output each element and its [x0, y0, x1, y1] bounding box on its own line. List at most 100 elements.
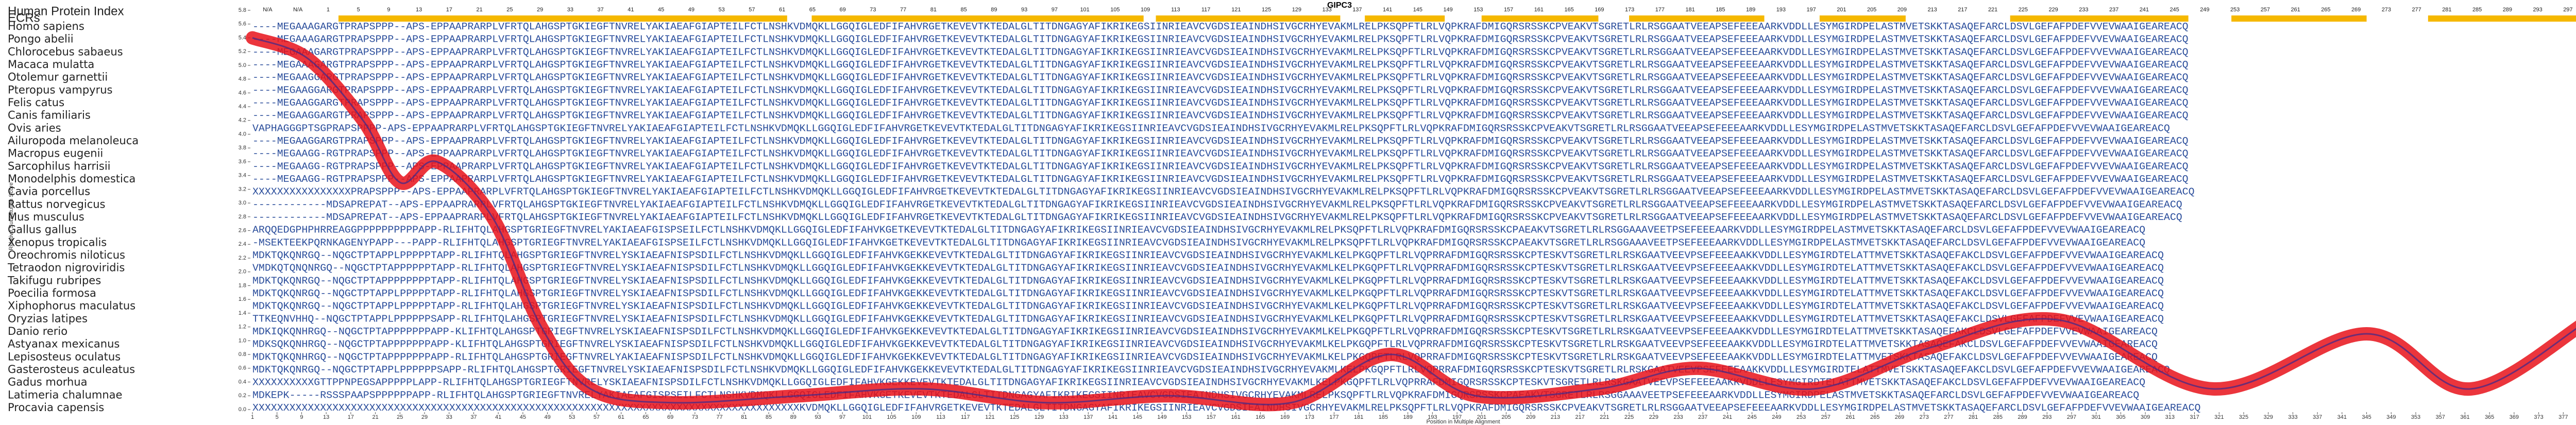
index-label: 5: [357, 7, 360, 13]
species-name: Cavia porcellus: [8, 185, 90, 198]
species-name: Ovis aries: [8, 122, 61, 134]
species-name: Gasterosteus aculeatus: [8, 363, 135, 376]
species-name: Sarcophilus harrisii: [8, 160, 111, 172]
index-label: 1: [327, 7, 330, 13]
x-tick-label: 217: [1575, 414, 1584, 420]
index-label: 257: [2261, 7, 2270, 13]
index-label: 89: [991, 7, 997, 13]
species-name: Rattus norvegicus: [8, 198, 106, 210]
index-label: 265: [2321, 7, 2330, 13]
x-tick-label: 329: [2264, 414, 2273, 420]
species-name: Astyanax mexicanus: [8, 338, 120, 350]
sequence: ----MEGAAAGARGTPRAPSPPP--APS-EPPAAPRARPL…: [252, 21, 2189, 32]
species-name: Mus musculus: [8, 211, 84, 223]
index-label: 277: [2412, 7, 2421, 13]
index-label: 281: [2442, 7, 2451, 13]
x-tick-label: 365: [2485, 414, 2494, 420]
species-name: Ailuropoda melanoleuca: [8, 134, 139, 147]
ecr-title: ECRs: [8, 11, 40, 25]
x-tick-label: 49: [544, 414, 550, 420]
x-tick-label: 149: [1157, 414, 1166, 420]
x-tick-label: 17: [348, 414, 354, 420]
sequence: ----MEGAAAGARGTPRAPSPPP--APS-EPPAAPRARPL…: [252, 34, 2189, 45]
index-label: 129: [1292, 7, 1301, 13]
ecr-bar: [338, 15, 787, 22]
ecr-bar: [1819, 15, 1906, 22]
x-tick-label: 189: [1403, 414, 1412, 420]
x-tick-label: 333: [2288, 414, 2297, 420]
x-tick-label: 9: [300, 414, 303, 420]
x-tick-label: 105: [887, 414, 896, 420]
y-tick-label: 0.4: [239, 379, 246, 385]
x-tick-label: 313: [2165, 414, 2175, 420]
x-tick-label: 85: [766, 414, 772, 420]
ecr-bar: [1629, 15, 1765, 22]
index-label: 21: [477, 7, 483, 13]
sequence: MDKTQKQNRGQ--NQGCTPTAPPPPPPPPTAPP-RLIFHT…: [252, 275, 2164, 286]
index-label: 217: [1958, 7, 1967, 13]
y-tick-label: 2.8: [239, 214, 246, 220]
sequence: MDKSQKQNHRGQ--NQGCTPTAPPPPPPPAPP-KLIFHTQ…: [252, 339, 2158, 350]
y-tick-label: 4.0: [239, 131, 246, 137]
index-label: 141: [1383, 7, 1392, 13]
x-tick-label: 265: [1870, 414, 1879, 420]
x-tick-label: 245: [1747, 414, 1756, 420]
index-label: 105: [1110, 7, 1120, 13]
index-label: 177: [1655, 7, 1665, 13]
species-name: Chlorocebus sabaeus: [8, 45, 123, 58]
y-tick-label: 3.4: [239, 173, 246, 179]
index-label: 101: [1080, 7, 1089, 13]
x-tick-label: 241: [1723, 414, 1732, 420]
species-name: Pteropus vampyrus: [8, 83, 113, 96]
species-name: Xenopus tropicalis: [8, 236, 107, 248]
sequence: ----MEGAAGG-RGTPRAPSPPP--APS-EPPAAPRARPL…: [252, 174, 2189, 185]
y-tick-label: 5.2: [239, 48, 246, 55]
x-tick-label: 205: [1501, 414, 1511, 420]
index-label: 157: [1504, 7, 1513, 13]
index-label: 81: [930, 7, 937, 13]
x-tick-label: 137: [1083, 414, 1093, 420]
index-label: 249: [2200, 7, 2209, 13]
sequence: ------------MDSAPREPAT--APS-EPPAAPRARPLV…: [252, 199, 2182, 210]
x-tick-label: 29: [421, 414, 428, 420]
sequence: ----MEGAAGG-RGTPRAPSPPP--APS-EPPAAPRARPL…: [252, 161, 2189, 172]
x-tick-label: 361: [2460, 414, 2469, 420]
sequence: ------------MDSAPREPAT--APS-EPPAAPRARPLV…: [252, 212, 2182, 223]
x-tick-label: 169: [1280, 414, 1290, 420]
index-label: 153: [1473, 7, 1483, 13]
x-tick-label: 129: [1035, 414, 1044, 420]
x-tick-label: 285: [1993, 414, 2003, 420]
index-label: 53: [719, 7, 725, 13]
x-tick-label: 237: [1698, 414, 1707, 420]
x-tick-label: 53: [569, 414, 575, 420]
score-line-core: [252, 37, 2576, 405]
index-label: 17: [446, 7, 452, 13]
index-label: 85: [961, 7, 967, 13]
sequence: ----MEGAAGGARGTPRAPSPPP--APS-EPPAAPRARPL…: [252, 135, 2189, 147]
index-label: 121: [1231, 7, 1241, 13]
y-tick-label: 2.6: [239, 227, 246, 233]
y-tick-label: 4.8: [239, 76, 246, 82]
index-label: 65: [809, 7, 816, 13]
x-tick-label: 337: [2313, 414, 2322, 420]
chart-title: GIPC3: [1327, 1, 1352, 10]
sequence: MDKTQKQNRGQ--NQGCTPTAPPLPPPPPTAPP-RLIFHT…: [252, 288, 2164, 299]
x-tick-label: 357: [2436, 414, 2445, 420]
x-tick-label: 125: [1010, 414, 1019, 420]
species-name: Homo sapiens: [8, 20, 84, 32]
y-tick-label: 3.2: [239, 186, 246, 192]
species-name: Lepisosteus oculatus: [8, 350, 121, 363]
sequence: ----MEGAAGGARGTPRAPSPPP--APS-EPPAAPRARPL…: [252, 72, 2189, 83]
x-tick-label: 309: [2141, 414, 2150, 420]
species-name: Canis familiaris: [8, 109, 91, 122]
index-label: 181: [1685, 7, 1694, 13]
sequence: ----MEGAAGGARGTPRAPSPPP--APS-EPPAAPRARPL…: [252, 110, 2189, 122]
x-tick-label: 373: [2534, 414, 2543, 420]
index-label: 133: [1322, 7, 1331, 13]
species-name: Tetraodon nigroviridis: [7, 262, 125, 274]
x-tick-label: 293: [2042, 414, 2052, 420]
species-name: Xiphophorus maculatus: [8, 300, 135, 312]
index-label: 149: [1443, 7, 1452, 13]
species-name: Danio rerio: [8, 325, 67, 337]
